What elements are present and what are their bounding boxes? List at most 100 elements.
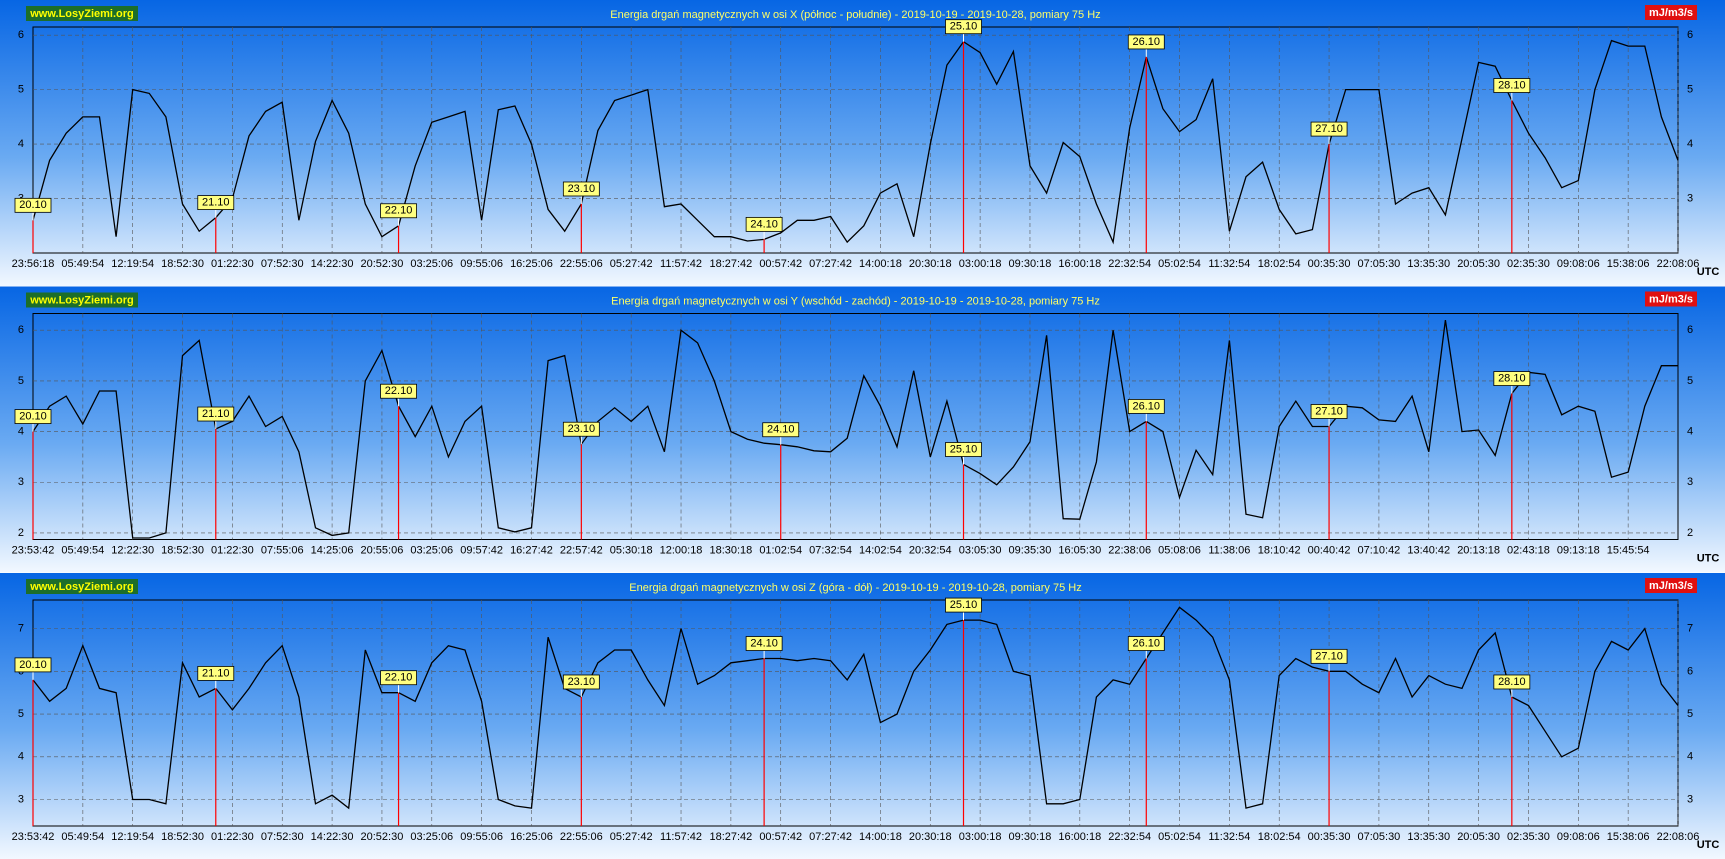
x-tick-label: 15:38:06 (1607, 831, 1650, 843)
x-tick-label: 09:55:06 (460, 831, 503, 843)
chart-title: Energia drgań magnetycznych w osi Y (wsc… (611, 295, 1100, 307)
day-label-box (197, 195, 235, 211)
x-axis-label: UTC (1697, 839, 1720, 851)
x-tick-label: 18:02:54 (1258, 831, 1301, 843)
x-tick-label: 16:05:30 (1058, 544, 1101, 556)
x-tick-label: 23:53:42 (12, 831, 55, 843)
x-tick-label: 22:38:06 (1108, 544, 1151, 556)
x-tick-label: 14:00:18 (859, 831, 902, 843)
x-tick-label: 01:22:30 (211, 258, 254, 270)
x-tick-label: 14:22:30 (311, 831, 354, 843)
data-line (32, 39, 1679, 245)
x-tick-label: 20:05:30 (1457, 831, 1500, 843)
day-label-box (745, 216, 783, 232)
day-label: 23.10 (568, 676, 596, 688)
day-label: 24.10 (750, 637, 778, 649)
logo-box (26, 292, 138, 308)
x-tick-label: 02:43:18 (1507, 544, 1550, 556)
day-label: 25.10 (950, 21, 978, 33)
x-tick-label: 22:08:06 (1657, 258, 1700, 270)
x-tick-label: 20:05:30 (1457, 258, 1500, 270)
day-label-box (197, 406, 235, 422)
x-tick-label: 16:27:42 (510, 544, 553, 556)
x-tick-label: 11:32:54 (1208, 258, 1250, 270)
x-tick-label: 11:32:54 (1208, 831, 1250, 843)
x-tick-label: 00:35:30 (1308, 258, 1351, 270)
day-label-box (945, 442, 982, 457)
x-tick-label: 05:02:54 (1158, 258, 1201, 270)
x-tick-label: 16:25:06 (510, 258, 553, 270)
y-tick-label: 3 (18, 793, 24, 805)
x-tick-label: 07:32:54 (809, 544, 852, 556)
x-axis-label: UTC (1697, 266, 1720, 278)
x-tick-label: 00:57:42 (759, 831, 802, 843)
x-tick-label: 20:13:18 (1457, 544, 1500, 556)
x-tick-label: 07:27:42 (809, 258, 852, 270)
day-label-box (14, 409, 52, 424)
day-label-box (562, 674, 600, 690)
x-tick-label: 01:22:30 (211, 831, 254, 843)
y-tick-label: 3 (18, 476, 24, 488)
x-tick-label: 00:35:30 (1308, 831, 1351, 843)
day-label-box (380, 383, 417, 399)
x-tick-label: 15:45:54 (1607, 544, 1650, 556)
x-tick-label: 05:49:54 (61, 258, 104, 270)
x-tick-label: 01:22:30 (211, 544, 254, 556)
x-tick-label: 05:27:42 (610, 831, 653, 843)
x-tick-label: 07:05:30 (1357, 258, 1400, 270)
x-tick-label: 09:55:06 (460, 258, 503, 270)
day-label-box (1493, 371, 1531, 386)
panel-background (0, 573, 1725, 859)
x-tick-label: 03:25:06 (410, 258, 453, 270)
x-tick-label: 16:00:18 (1058, 258, 1101, 270)
x-tick-label: 20:55:06 (361, 544, 404, 556)
x-tick-label: 16:00:18 (1058, 831, 1101, 843)
x-tick-label: 09:30:18 (1009, 258, 1052, 270)
day-label-box (562, 421, 600, 437)
y-tick-label: 4 (18, 425, 24, 437)
logo: www.LosyZiemi.org (29, 8, 134, 20)
logo: www.LosyZiemi.org (29, 294, 134, 306)
day-label-box (1310, 121, 1348, 137)
y-tick-label: 4 (1687, 138, 1693, 150)
x-tick-label: 13:35:30 (1407, 831, 1450, 843)
y-tick-label: 5 (1687, 708, 1693, 720)
x-axis-label: UTC (1697, 552, 1720, 564)
x-tick-label: 11:57:42 (660, 831, 702, 843)
y-tick-label: 5 (1687, 375, 1693, 387)
x-tick-label: 14:02:54 (859, 544, 902, 556)
x-tick-label: 20:32:54 (909, 544, 952, 556)
day-label: 26.10 (1133, 637, 1161, 649)
x-tick-label: 09:30:18 (1009, 831, 1052, 843)
day-label: 25.10 (950, 443, 978, 455)
logo-box (26, 6, 138, 21)
y-tick-label: 4 (18, 751, 24, 763)
day-label: 25.10 (950, 599, 978, 611)
y-tick-label: 6 (1687, 665, 1693, 677)
day-label-box (745, 636, 783, 651)
day-label-box (945, 19, 982, 35)
y-tick-label: 5 (1687, 84, 1693, 96)
day-label-box (1127, 636, 1165, 651)
y-tick-label: 4 (1687, 751, 1693, 763)
x-tick-label: 02:35:30 (1507, 258, 1550, 270)
x-tick-label: 22:32:54 (1108, 258, 1151, 270)
day-label-box (380, 670, 417, 686)
chart-title: Energia drgań magnetycznych w osi Z (gór… (629, 582, 1081, 594)
y-tick-label: 6 (1687, 29, 1693, 41)
x-tick-label: 12:19:54 (111, 831, 154, 843)
x-tick-label: 07:05:30 (1357, 831, 1400, 843)
day-label: 28.10 (1498, 676, 1526, 688)
x-tick-label: 18:27:42 (709, 258, 752, 270)
logo: www.LosyZiemi.org (29, 581, 134, 593)
day-label: 21.10 (202, 667, 230, 679)
day-label-box (562, 181, 600, 197)
x-tick-label: 23:53:42 (12, 544, 55, 556)
x-tick-label: 12:22:30 (111, 544, 154, 556)
y-tick-label: 3 (1687, 192, 1693, 204)
x-tick-label: 00:57:42 (759, 258, 802, 270)
unit-box (1645, 5, 1697, 20)
y-tick-label: 6 (18, 29, 24, 41)
y-tick-label: 2 (18, 527, 24, 539)
